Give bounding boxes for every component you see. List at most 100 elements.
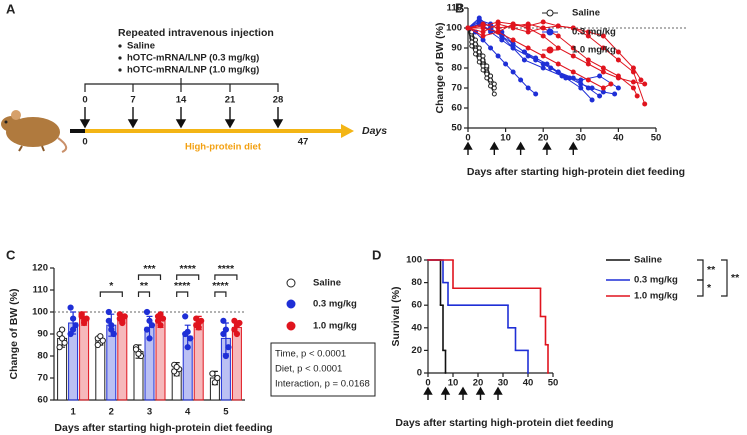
point — [600, 69, 606, 75]
point — [135, 350, 142, 357]
point — [585, 57, 591, 63]
point — [222, 326, 229, 333]
point — [525, 53, 531, 59]
y-tick-label: 110 — [447, 3, 462, 14]
point — [540, 25, 546, 31]
bullet — [118, 68, 122, 72]
injection-arrow — [458, 386, 468, 400]
point — [510, 45, 516, 51]
point — [525, 85, 531, 91]
point — [473, 47, 479, 53]
significance-bracket — [137, 274, 162, 280]
legend-label: Saline — [572, 8, 600, 19]
point — [615, 57, 621, 63]
injection-arrow — [440, 386, 451, 400]
y-tick-label: 80 — [451, 63, 462, 74]
point — [480, 33, 486, 39]
point — [72, 322, 79, 329]
point — [81, 317, 88, 324]
diet-bar — [85, 129, 343, 133]
point — [195, 319, 202, 327]
x-tick-label: 50 — [548, 378, 559, 389]
significance-label: **** — [180, 263, 197, 275]
injection-arrow — [568, 141, 578, 155]
point — [484, 63, 490, 69]
y-tick-label: 100 — [32, 307, 48, 318]
point — [187, 335, 194, 342]
x-axis-label: Days after starting high-protein diet fe… — [54, 422, 272, 434]
point — [233, 322, 240, 329]
point — [61, 339, 68, 346]
x-tick-label: 0 — [465, 133, 470, 144]
x-tick-label: 30 — [576, 133, 587, 144]
x-tick-label: 10 — [500, 133, 511, 144]
point — [540, 61, 546, 67]
x-tick-label: 20 — [473, 378, 484, 389]
legend-marker — [286, 278, 296, 288]
x-tick-label: 40 — [523, 378, 534, 389]
x-tick-label: 20 — [538, 133, 549, 144]
significance-bracket — [137, 291, 151, 297]
day-label: 28 — [273, 95, 284, 106]
point — [600, 85, 606, 91]
y-tick-label: 100 — [406, 255, 422, 266]
point — [108, 322, 115, 329]
x-tick-label: 1 — [70, 407, 76, 418]
x-tick-label: 2 — [109, 407, 114, 418]
point — [600, 89, 606, 95]
point — [634, 93, 640, 99]
point — [56, 344, 63, 351]
mouse-icon — [1, 110, 68, 153]
y-tick-label: 70 — [37, 373, 48, 384]
point — [630, 79, 636, 85]
point — [488, 73, 494, 79]
point — [540, 19, 546, 25]
point — [146, 317, 153, 324]
point — [589, 97, 595, 103]
point — [585, 77, 591, 83]
panel-label: D — [372, 247, 381, 262]
legend-marker — [546, 46, 554, 54]
y-axis-label: Survival (%) — [390, 286, 402, 346]
point — [525, 45, 531, 51]
point — [630, 65, 636, 71]
significance-label: * — [109, 280, 114, 292]
point — [476, 55, 482, 61]
point — [476, 19, 482, 25]
point — [510, 41, 516, 47]
point — [491, 85, 497, 91]
significance-label: ** — [140, 280, 149, 292]
significance-label: ** — [707, 264, 716, 276]
point — [570, 69, 576, 75]
point — [70, 315, 77, 322]
point — [585, 61, 591, 67]
point — [495, 53, 501, 59]
stats-box — [270, 342, 376, 397]
legend-marker — [286, 299, 296, 309]
point — [638, 77, 644, 83]
point — [222, 352, 229, 360]
legend-marker — [546, 9, 554, 17]
point — [488, 83, 494, 89]
bar — [117, 318, 128, 401]
injection-arrow — [493, 386, 503, 400]
point — [143, 326, 151, 333]
point — [525, 29, 531, 35]
point — [585, 85, 591, 91]
point — [495, 19, 501, 25]
y-tick-label: 110 — [33, 285, 48, 296]
legend-label: 0.3 mg/kg — [313, 299, 357, 310]
point — [510, 69, 516, 75]
significance-bracket — [176, 291, 189, 297]
significance-label: *** — [143, 263, 156, 275]
day-label: 21 — [225, 95, 236, 106]
point — [510, 37, 516, 43]
point — [182, 313, 189, 320]
point — [615, 85, 621, 91]
point — [97, 333, 104, 340]
x-tick-label: 40 — [613, 133, 624, 144]
point — [615, 73, 621, 79]
point — [570, 53, 576, 59]
point — [491, 91, 497, 97]
x-axis-label: Days after starting high-protein diet fe… — [467, 166, 685, 178]
